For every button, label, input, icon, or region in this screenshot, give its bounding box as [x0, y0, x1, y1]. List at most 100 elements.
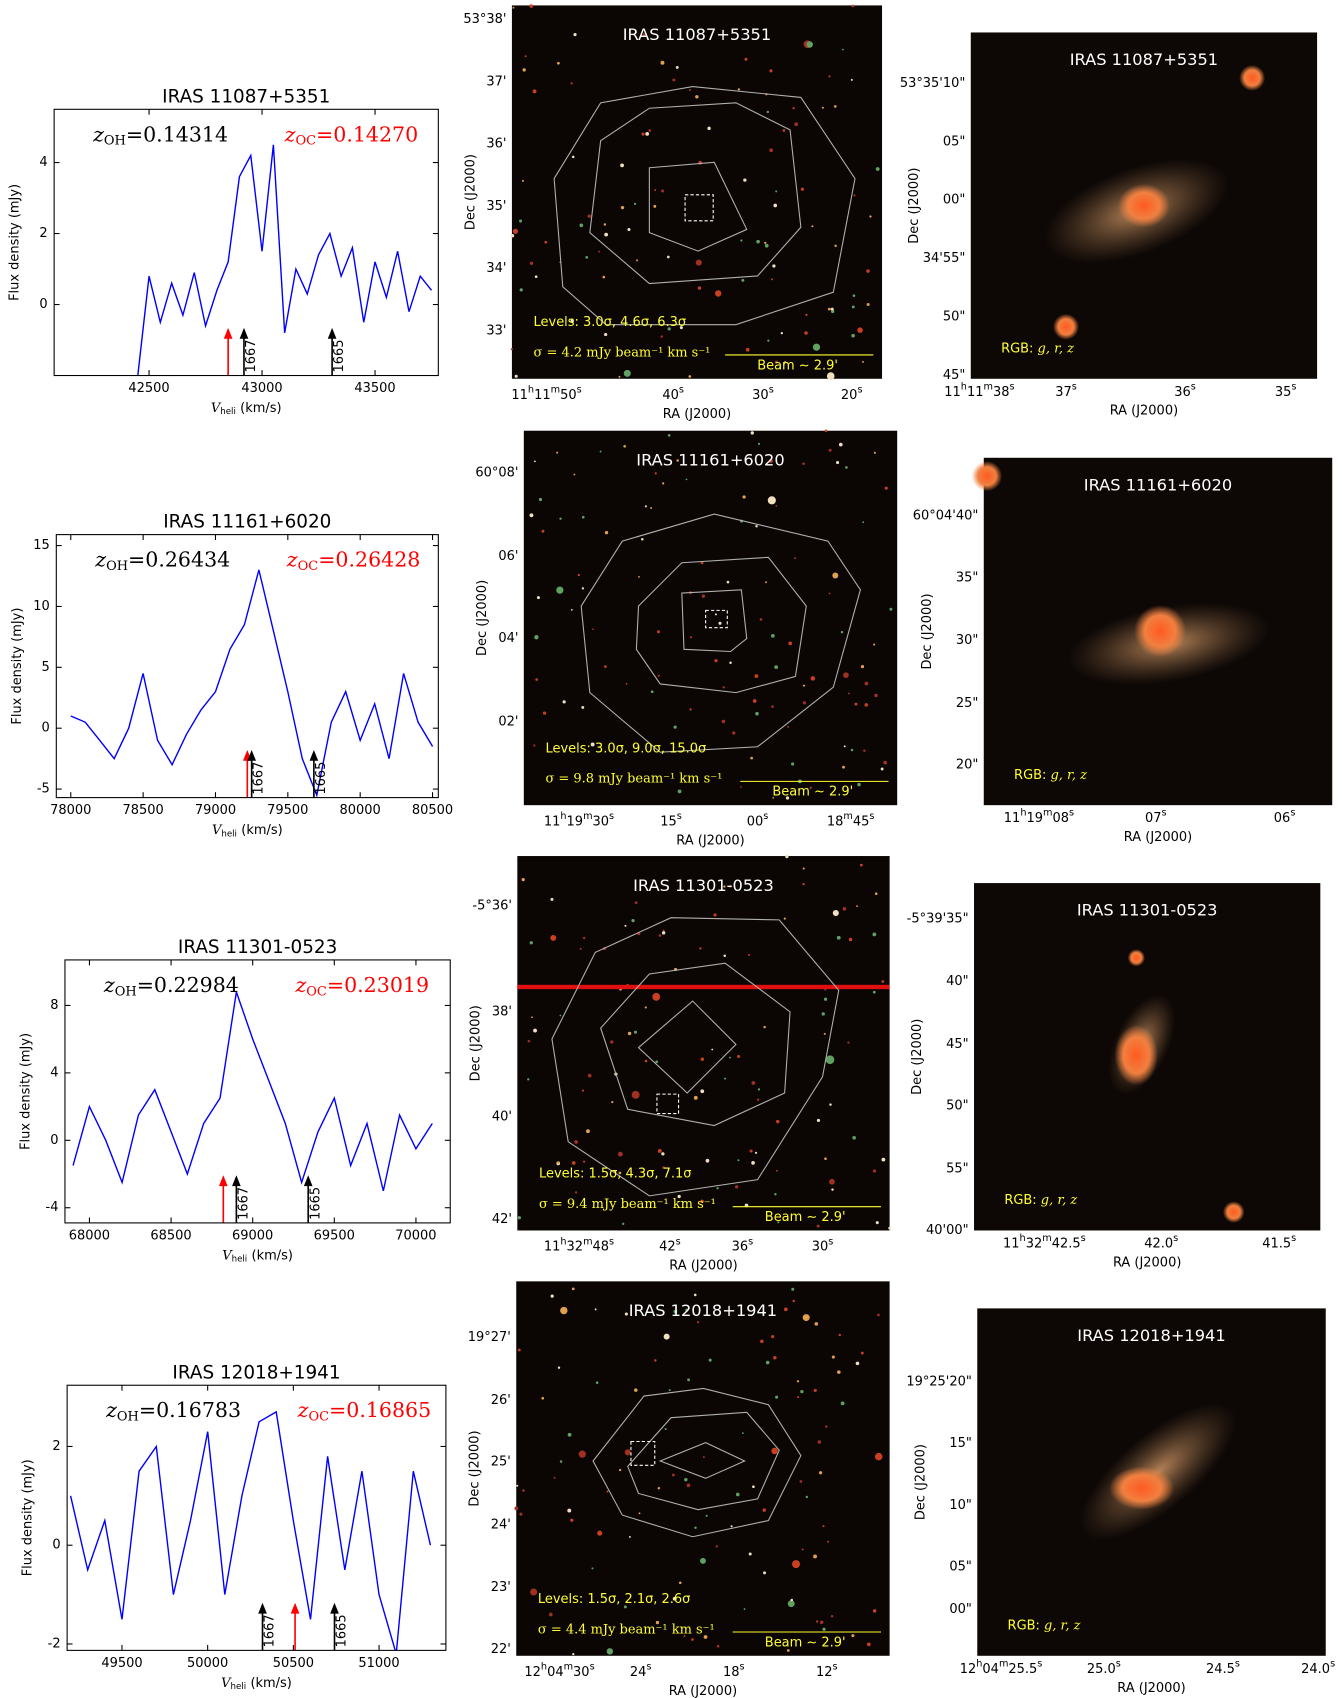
star — [689, 708, 692, 711]
star — [862, 360, 864, 363]
x-axis-label: RA (J2000) — [676, 833, 744, 848]
star — [567, 1508, 572, 1513]
star — [750, 431, 754, 435]
x-tick-label: 80500 — [412, 803, 453, 818]
y-tick-label: 00" — [949, 1602, 971, 1617]
star — [889, 607, 893, 611]
star — [816, 1118, 821, 1123]
star — [533, 744, 536, 747]
x-tick-label: 70000 — [395, 1228, 436, 1243]
star — [611, 1100, 614, 1104]
redshift-annotation: zOH=0.14314 — [92, 122, 228, 148]
star — [685, 478, 688, 481]
star — [769, 69, 773, 73]
levels-text: Levels: 1.5σ, 4.3σ, 7.1σ — [539, 1167, 692, 1182]
star — [823, 997, 828, 1001]
star — [774, 1193, 777, 1196]
star — [534, 635, 539, 640]
annotation-part: OH — [104, 133, 126, 148]
star — [866, 269, 870, 273]
star — [852, 1135, 856, 1140]
y-tick-label: 23' — [491, 1580, 511, 1595]
star — [774, 360, 778, 364]
star — [686, 1483, 691, 1488]
beam-text: Beam ∼ 2.9' — [765, 1635, 846, 1650]
star — [765, 581, 767, 584]
line-label: 1667 — [252, 762, 267, 795]
y-tick-label: 4 — [39, 155, 47, 170]
target-box — [656, 1093, 680, 1115]
star — [634, 1388, 638, 1392]
star — [622, 1222, 625, 1225]
star — [851, 305, 855, 309]
contour — [635, 556, 807, 694]
x-tick-label: 15s — [660, 811, 682, 829]
redshift-annotation: zOC=0.14270 — [284, 122, 419, 148]
x-tick-label: 42500 — [128, 381, 169, 396]
y-axis-label: Dec (J2000) — [910, 1019, 925, 1095]
star — [859, 863, 863, 867]
star — [792, 1560, 801, 1569]
star — [856, 905, 858, 908]
star — [581, 587, 585, 590]
star — [571, 1287, 575, 1291]
star — [737, 1159, 740, 1162]
x-tick-label: 06s — [1274, 808, 1296, 826]
star — [571, 1161, 576, 1165]
star — [818, 1471, 823, 1475]
star — [745, 347, 750, 352]
star — [642, 33, 647, 37]
star — [654, 189, 657, 191]
star — [751, 1161, 755, 1165]
star — [662, 482, 665, 485]
star — [603, 223, 607, 226]
star — [713, 913, 717, 917]
star — [559, 1014, 562, 1017]
star — [650, 690, 654, 694]
panel-title: IRAS 11087+5351 — [623, 25, 771, 44]
line-label: 1665 — [335, 1614, 350, 1647]
x-tick-label: 51000 — [358, 1656, 399, 1671]
star — [771, 1447, 778, 1455]
star — [851, 333, 855, 338]
star — [722, 686, 725, 689]
star — [542, 711, 547, 715]
star — [672, 1596, 677, 1601]
star — [872, 1169, 877, 1173]
star — [521, 877, 525, 882]
star — [863, 749, 866, 752]
star — [854, 702, 858, 706]
star — [817, 1440, 822, 1444]
arrow-head — [232, 1175, 241, 1187]
sky-image — [511, 5, 883, 379]
star — [581, 705, 585, 709]
arrow-head — [327, 327, 337, 339]
star — [623, 369, 631, 377]
star — [711, 1048, 714, 1051]
y-tick-label: 60°04'40" — [913, 509, 979, 524]
star — [650, 507, 653, 509]
star — [570, 319, 574, 323]
star — [685, 1308, 689, 1312]
star — [602, 275, 606, 279]
x-tick-label: 43000 — [241, 381, 282, 396]
star — [695, 95, 699, 99]
star — [796, 1380, 800, 1383]
y-tick-label: 53°38' — [463, 12, 506, 27]
star — [787, 725, 790, 728]
redshift-annotation: zOH=0.22984 — [103, 972, 239, 998]
star — [689, 89, 691, 91]
star — [696, 1321, 700, 1324]
y-tick-label: 24' — [491, 1517, 511, 1532]
star — [527, 1078, 530, 1081]
star — [627, 1031, 632, 1036]
annotation-part: OH — [117, 1409, 139, 1424]
star — [769, 148, 774, 153]
star — [851, 4, 855, 8]
galaxy-core — [1117, 183, 1170, 228]
star — [633, 1030, 638, 1034]
sigma-text: σ = 9.8 mJy beam⁻¹ km s⁻¹ — [545, 772, 722, 787]
arrow-head — [247, 749, 256, 761]
star — [786, 1649, 790, 1652]
